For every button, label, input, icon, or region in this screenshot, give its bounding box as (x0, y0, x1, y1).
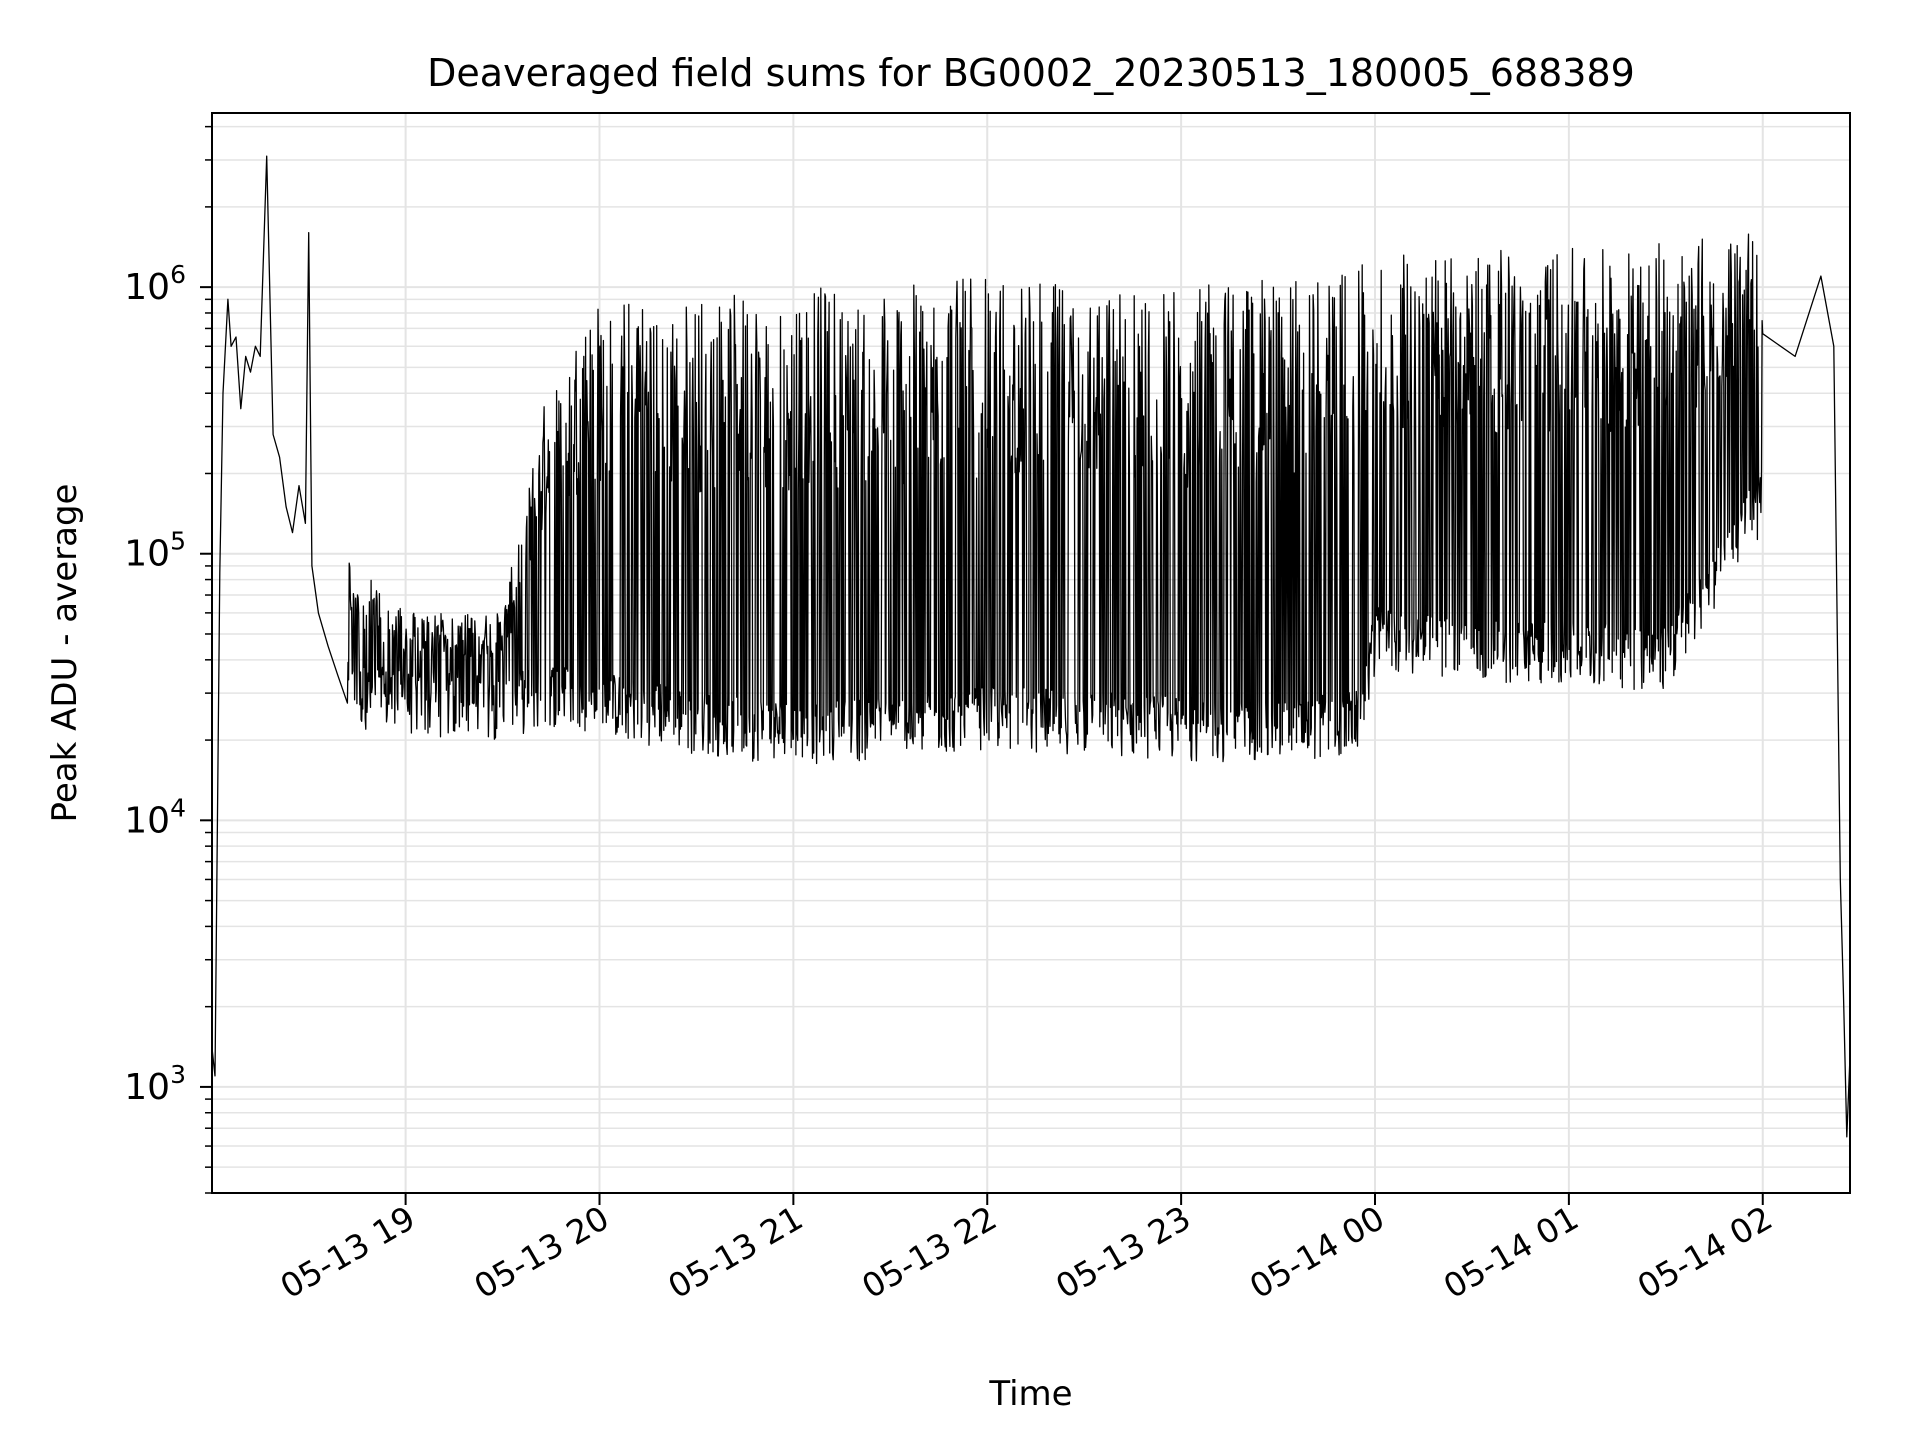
y-tick-label: 106 (124, 260, 186, 308)
y-tick-label: 104 (124, 793, 186, 841)
y-tick-label: 105 (124, 527, 186, 575)
x-axis-label: Time (988, 1374, 1072, 1414)
plot-frame (211, 112, 1851, 1194)
y-tick-label: 103 (124, 1060, 186, 1108)
y-axis: 103 104 105 106 (124, 125, 212, 1194)
series-line (211, 155, 1851, 1138)
chart-title: Deaveraged field sums for BG0002_2023051… (427, 51, 1635, 95)
y-axis-label: Peak ADU - average (45, 484, 85, 823)
